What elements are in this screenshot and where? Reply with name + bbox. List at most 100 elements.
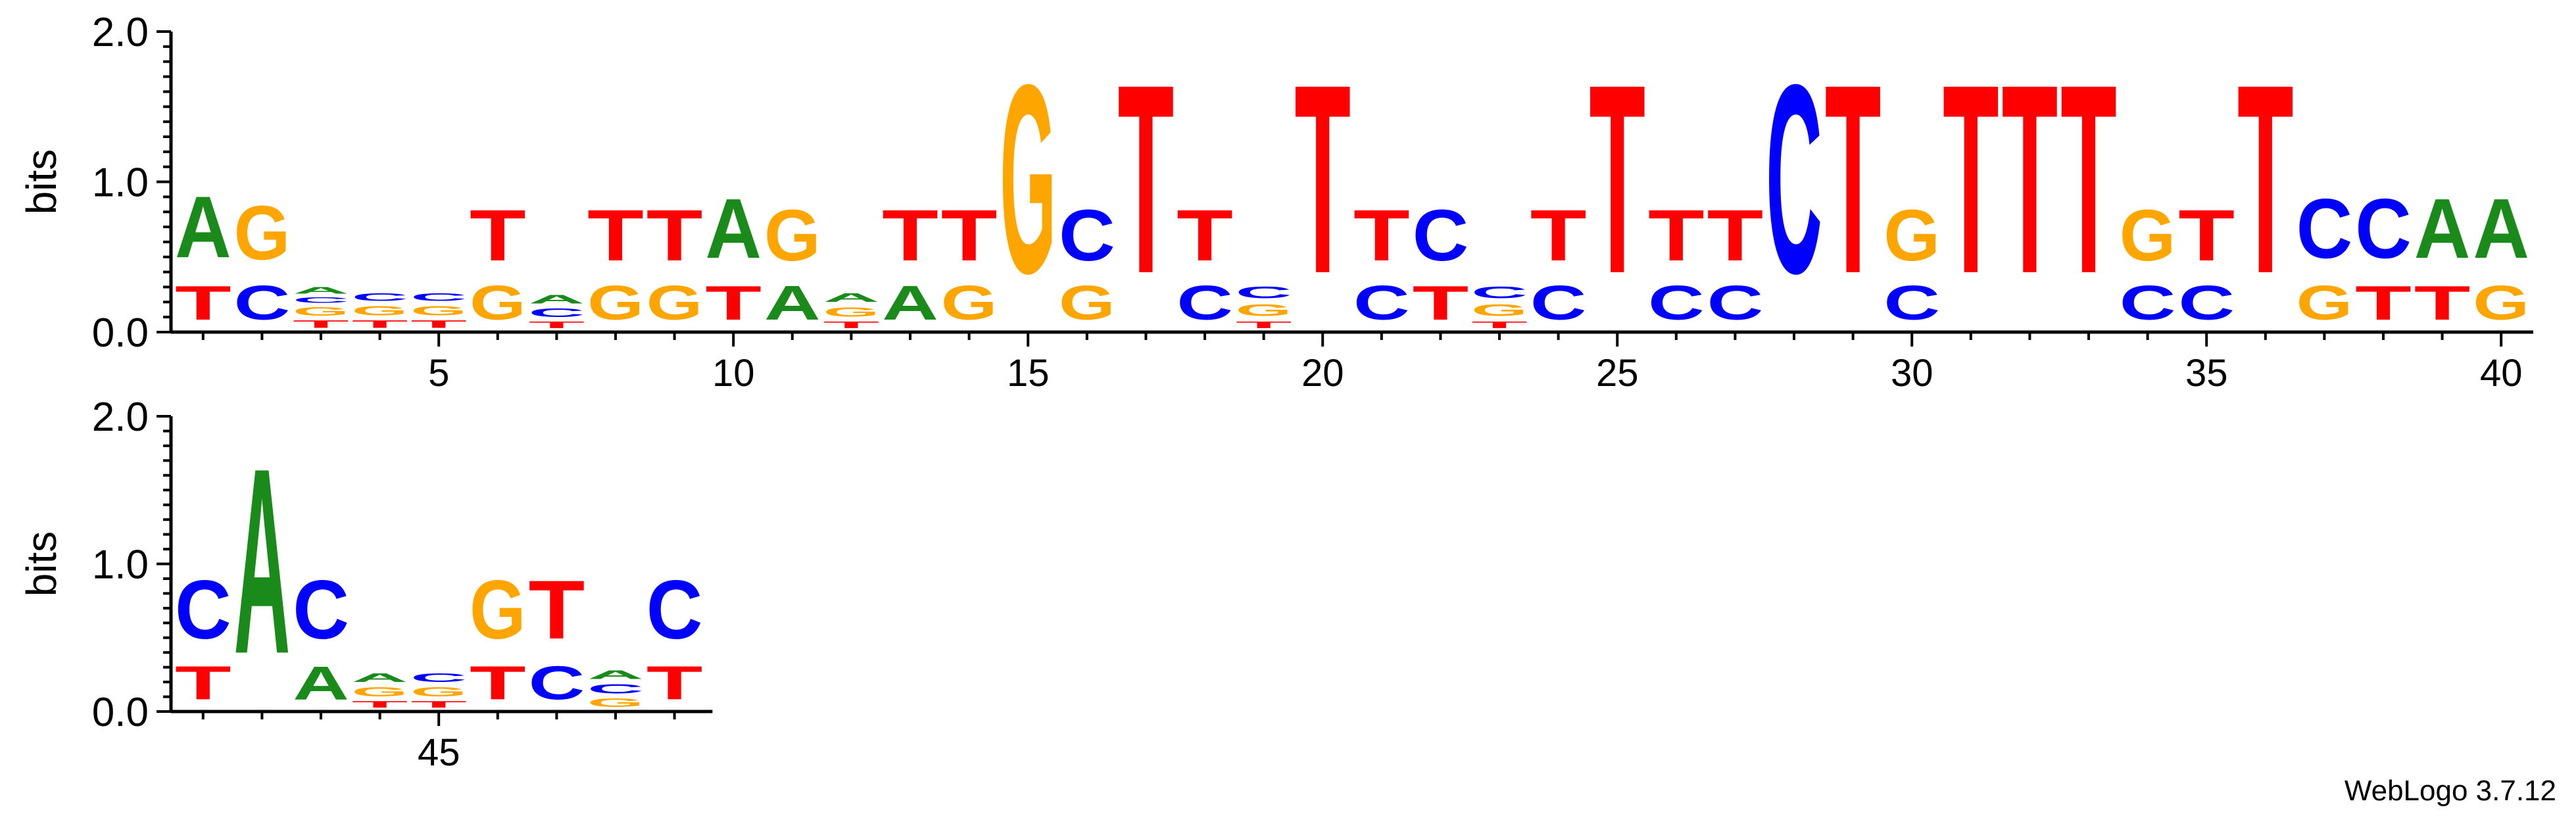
logo-letter-G: G bbox=[352, 685, 408, 700]
logo-letter-A: A bbox=[882, 276, 938, 330]
logo-letter-T: T bbox=[410, 699, 467, 710]
weblogo-credit: WebLogo 3.7.12 bbox=[2345, 775, 2556, 808]
logo-letter-T: T bbox=[1177, 195, 1233, 276]
logo-letter-A: A bbox=[764, 276, 821, 330]
logo-letter-T: T bbox=[882, 195, 938, 276]
logo-letter-G: G bbox=[646, 276, 703, 330]
logo-letter-A: A bbox=[234, 412, 291, 708]
logo-letter-C: C bbox=[1471, 283, 1528, 301]
logo-letter-G: G bbox=[587, 696, 644, 710]
y-tick-label: 0.0 bbox=[92, 310, 149, 356]
logo-letter-T: T bbox=[587, 195, 644, 276]
logo-letter-A: A bbox=[293, 656, 349, 710]
logo-letter-T: T bbox=[529, 564, 585, 656]
logo-letter-C: C bbox=[646, 564, 703, 657]
logo-letter-C: C bbox=[529, 306, 585, 320]
logo-letter-T: T bbox=[529, 320, 585, 330]
logo-letter-C: C bbox=[587, 681, 644, 696]
logo-letter-A: A bbox=[823, 291, 880, 304]
logo-letter-T: T bbox=[705, 276, 762, 330]
y-tick-label: 0.0 bbox=[92, 690, 149, 735]
logo-letter-C: C bbox=[1177, 276, 1233, 330]
logo-letter-C: C bbox=[1883, 276, 1940, 330]
logo-letter-G: G bbox=[352, 303, 408, 318]
x-tick-label: 5 bbox=[428, 352, 449, 395]
logo-letter-T: T bbox=[1707, 195, 1764, 276]
logo-letter-G: G bbox=[470, 564, 526, 657]
logo-letter-T: T bbox=[1118, 28, 1175, 329]
x-tick-label: 45 bbox=[418, 731, 460, 774]
logo-letter-G: G bbox=[410, 303, 467, 318]
x-tick-label: 40 bbox=[2480, 352, 2523, 395]
logo-letter-T: T bbox=[1648, 195, 1705, 276]
x-tick-label: 30 bbox=[1891, 352, 1933, 395]
logo-letter-G: G bbox=[587, 276, 644, 330]
logo-letter-C: C bbox=[175, 564, 231, 657]
y-tick-label: 1.0 bbox=[92, 160, 149, 206]
logo-letter-G: G bbox=[764, 195, 821, 276]
logo-letter-C: C bbox=[1648, 276, 1705, 330]
logo-letter-C: C bbox=[293, 564, 349, 657]
logo-letter-G: G bbox=[234, 191, 291, 277]
logo-letter-G: G bbox=[470, 276, 526, 330]
logo-letter-G: G bbox=[1883, 195, 1940, 276]
logo-letter-T: T bbox=[646, 656, 703, 710]
logo-letter-T: T bbox=[1943, 28, 1999, 329]
logo-letter-T: T bbox=[2237, 28, 2294, 329]
logo-letter-G: G bbox=[293, 304, 349, 318]
logo-letter-T: T bbox=[1236, 320, 1292, 330]
logo-letter-C: C bbox=[1707, 276, 1764, 330]
logo-letter-T: T bbox=[2355, 276, 2412, 330]
y-axis-label: bits bbox=[18, 149, 65, 215]
logo-letter-C: C bbox=[352, 291, 408, 302]
logo-letter-A: A bbox=[2414, 181, 2471, 276]
logo-letter-G: G bbox=[2297, 276, 2353, 330]
logo-letter-G: G bbox=[2473, 276, 2529, 330]
logo-letter-T: T bbox=[352, 699, 408, 710]
x-tick-label: 15 bbox=[1007, 352, 1050, 395]
logo-letter-T: T bbox=[1471, 320, 1528, 330]
logo-letter-C: C bbox=[1413, 195, 1469, 277]
logo-letter-T: T bbox=[1413, 276, 1469, 330]
logo-letter-G: G bbox=[1000, 28, 1056, 329]
logo-letter-G: G bbox=[823, 304, 880, 320]
logo-letter-T: T bbox=[1353, 195, 1410, 276]
y-tick-label: 2.0 bbox=[92, 10, 149, 55]
logo-letter-A: A bbox=[529, 293, 585, 306]
logo-letter-C: C bbox=[529, 656, 585, 710]
logo-letter-T: T bbox=[175, 656, 231, 710]
logo-letter-C: C bbox=[410, 671, 467, 684]
logo-letter-T: T bbox=[410, 318, 467, 330]
y-tick-label: 1.0 bbox=[92, 543, 149, 588]
logo-letter-A: A bbox=[705, 181, 762, 276]
logo-letter-T: T bbox=[646, 195, 703, 276]
logo-letter-A: A bbox=[175, 178, 231, 276]
logo-letter-T: T bbox=[2060, 28, 2117, 329]
logo-letter-T: T bbox=[1825, 28, 1882, 329]
logo-letter-G: G bbox=[941, 276, 998, 330]
logo-letter-A: A bbox=[293, 285, 349, 295]
logo-letter-G: G bbox=[1471, 302, 1528, 320]
logo-letter-C: C bbox=[1353, 276, 1410, 330]
logo-letter-C: C bbox=[2355, 181, 2412, 276]
logo-letter-T: T bbox=[1294, 28, 1351, 329]
logo-letter-A: A bbox=[2473, 181, 2529, 276]
logo-letter-C: C bbox=[2178, 276, 2235, 330]
logo-letter-G: G bbox=[1059, 276, 1115, 330]
logo-letter-T: T bbox=[293, 318, 349, 330]
logo-letter-C: C bbox=[2297, 181, 2353, 276]
logo-letter-G: G bbox=[410, 685, 467, 700]
logo-letter-G: G bbox=[1236, 302, 1292, 320]
logo-letter-A: A bbox=[352, 671, 408, 684]
x-tick-label: 25 bbox=[1596, 352, 1639, 395]
logo-letter-T: T bbox=[1530, 195, 1587, 276]
logo-letter-C: C bbox=[1236, 283, 1292, 301]
logo-letter-C: C bbox=[1766, 28, 1822, 329]
x-tick-label: 35 bbox=[2185, 352, 2228, 395]
logo-letter-T: T bbox=[941, 195, 998, 276]
logo-letter-T: T bbox=[175, 276, 231, 330]
y-axis-label: bits bbox=[18, 531, 65, 597]
